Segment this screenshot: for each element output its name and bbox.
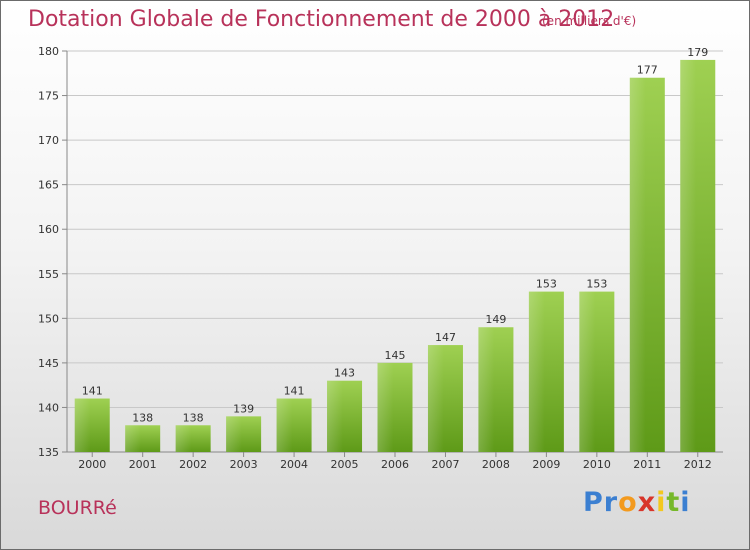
bar-value-label: 139 — [233, 402, 254, 415]
bar-value-label: 147 — [435, 331, 456, 344]
y-tick-label: 140 — [38, 401, 59, 414]
bar-layer — [74, 59, 716, 453]
bar-highlight — [680, 59, 697, 453]
bar-value-label: 141 — [82, 385, 103, 398]
axis-layer: 135 140 145 150 155 160 165 170 175 180 2000 2001 20… — [38, 45, 723, 471]
bar-value-label: 138 — [183, 411, 204, 424]
bar-highlight — [175, 425, 192, 452]
x-tick-label: 2000 — [78, 458, 106, 471]
bar-value-label: 141 — [284, 385, 305, 398]
x-tick-label: 2011 — [633, 458, 661, 471]
chart-title: Dotation Globale de Fonctionnement de 20… — [28, 7, 615, 32]
bar-value-label: 177 — [637, 64, 658, 77]
bar-value-label: 143 — [334, 367, 355, 380]
bar-highlight — [579, 291, 596, 452]
y-tick-label: 180 — [38, 45, 59, 58]
label-layer: 141 138 138 139 141 143 145 147 149 153 153 177 179 — [82, 46, 709, 424]
x-tick-label: 2012 — [684, 458, 712, 471]
logo-letter: i — [680, 487, 691, 518]
bar-value-label: 179 — [687, 46, 708, 59]
logo-letter: t — [666, 487, 681, 518]
x-tick-label: 2009 — [532, 458, 560, 471]
y-tick-label: 150 — [38, 312, 59, 325]
bar-highlight — [528, 291, 545, 452]
commune-name: BOURRé — [38, 497, 117, 519]
x-tick-label: 2005 — [331, 458, 359, 471]
bar-value-label: 149 — [485, 313, 506, 326]
y-tick-label: 155 — [38, 268, 59, 281]
y-tick-label: 135 — [38, 446, 59, 459]
bar-highlight — [125, 425, 141, 452]
bar-highlight — [629, 77, 646, 452]
x-tick-label: 2008 — [482, 458, 510, 471]
x-tick-label: 2002 — [179, 458, 207, 471]
bar-highlight — [74, 398, 91, 452]
bar-value-label: 138 — [132, 411, 153, 424]
bar-highlight — [478, 327, 495, 452]
x-tick-label: 2001 — [129, 458, 157, 471]
logo-letter: x — [637, 487, 657, 518]
bar-value-label: 153 — [586, 278, 607, 291]
chart-unit: (en milliers d'€) — [542, 14, 637, 28]
y-tick-label: 165 — [38, 179, 59, 192]
x-tick-label: 2010 — [583, 458, 611, 471]
logo-letter: P — [583, 487, 604, 518]
logo-letter: r — [603, 487, 619, 518]
x-tick-label: 2004 — [280, 458, 308, 471]
bar-highlight — [226, 416, 242, 452]
bar-highlight — [427, 345, 444, 452]
y-tick-label: 160 — [38, 223, 59, 236]
y-tick-label: 175 — [38, 90, 59, 103]
proxiti-logo: Proxiti — [583, 487, 691, 518]
x-tick-label: 2006 — [381, 458, 409, 471]
logo-letter: o — [618, 487, 638, 518]
logo-letter: i — [656, 487, 667, 518]
bar-value-label: 145 — [385, 349, 406, 362]
bar-highlight — [327, 380, 343, 452]
y-tick-label: 170 — [38, 134, 59, 147]
bar-highlight — [377, 362, 394, 452]
x-tick-label: 2007 — [431, 458, 459, 471]
bar-highlight — [276, 398, 293, 452]
bar-value-label: 153 — [536, 278, 557, 291]
y-tick-label: 145 — [38, 357, 59, 370]
x-tick-label: 2003 — [230, 458, 258, 471]
